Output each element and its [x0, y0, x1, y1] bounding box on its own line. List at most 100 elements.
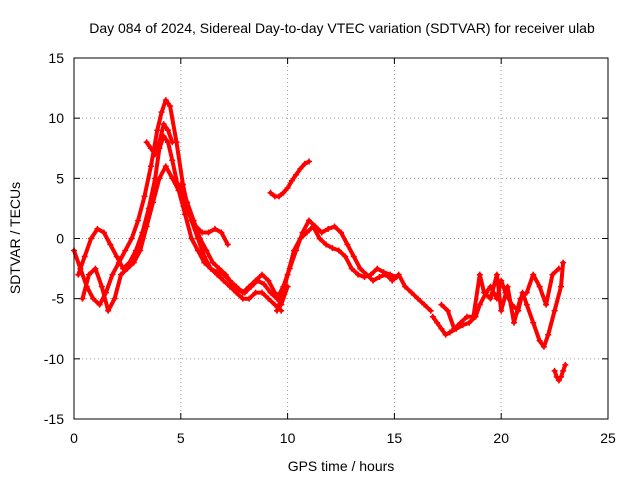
data-point-marker	[342, 253, 349, 260]
data-point-marker	[188, 235, 195, 242]
data-point-marker	[154, 127, 161, 134]
data-point-marker	[128, 235, 135, 242]
data-point-marker	[310, 223, 317, 230]
data-point-marker	[199, 229, 206, 236]
x-tick-label: 5	[177, 430, 185, 446]
data-point-marker	[523, 301, 530, 308]
data-point-marker	[470, 313, 477, 320]
data-point-marker	[246, 295, 253, 302]
x-tick-label: 10	[280, 430, 296, 446]
data-point-marker	[88, 235, 95, 242]
data-point-marker	[122, 247, 129, 254]
data-point-marker	[555, 377, 562, 384]
data-point-marker	[158, 109, 165, 116]
data-point-marker	[323, 241, 330, 248]
data-point-marker	[291, 247, 298, 254]
data-point-marker	[517, 295, 524, 302]
data-point-marker	[344, 241, 351, 248]
data-point-marker	[109, 271, 116, 278]
data-point-marker	[523, 289, 530, 296]
data-point-marker	[224, 241, 231, 248]
data-point-marker	[284, 184, 291, 191]
data-point-marker	[414, 295, 421, 302]
series-layer	[71, 97, 569, 384]
grid	[74, 58, 608, 419]
data-point-marker	[438, 325, 445, 332]
data-point-marker	[94, 225, 101, 232]
data-point-marker	[222, 271, 229, 278]
data-point-marker	[152, 151, 159, 158]
data-point-marker	[348, 265, 355, 272]
series-trace-line	[274, 224, 399, 313]
data-point-marker	[143, 223, 150, 230]
data-point-marker	[451, 325, 458, 332]
data-point-marker	[205, 229, 212, 236]
series-trace-line	[439, 266, 561, 331]
data-point-marker	[560, 259, 567, 266]
data-point-marker	[476, 271, 483, 278]
data-point-marker	[271, 301, 278, 308]
data-point-marker	[329, 245, 336, 252]
data-point-marker	[197, 235, 204, 242]
data-point-marker	[280, 189, 287, 196]
data-point-marker	[111, 295, 118, 302]
series-trace-d	[143, 121, 176, 158]
data-point-marker	[464, 313, 471, 320]
data-point-marker	[387, 271, 394, 278]
data-point-marker	[444, 307, 451, 314]
data-point-marker	[81, 253, 88, 260]
data-point-marker	[530, 271, 537, 278]
data-point-marker	[511, 319, 518, 326]
data-point-marker	[545, 331, 552, 338]
data-point-marker	[143, 139, 150, 146]
data-point-marker	[284, 271, 291, 278]
x-tick-label: 0	[70, 430, 78, 446]
chart-title: Day 084 of 2024, Sidereal Day-to-day VTE…	[89, 20, 595, 36]
data-point-marker	[267, 289, 274, 296]
series-trace-j	[551, 361, 569, 384]
data-point-marker	[551, 307, 558, 314]
data-point-marker	[98, 283, 105, 290]
data-point-marker	[316, 235, 323, 242]
data-point-marker	[167, 103, 174, 110]
data-point-marker	[141, 193, 148, 200]
data-point-marker	[147, 145, 154, 152]
data-point-marker	[402, 283, 409, 290]
ticks: 0 5 10 15 20 25 -15 -10 -5 0 5 10 15	[44, 50, 616, 446]
data-point-marker	[175, 187, 182, 194]
x-tick-label: 15	[387, 430, 403, 446]
data-point-marker	[350, 253, 357, 260]
data-point-marker	[214, 271, 221, 278]
data-point-marker	[540, 343, 547, 350]
data-point-marker	[265, 277, 272, 284]
data-point-marker	[536, 283, 543, 290]
data-point-marker	[258, 289, 265, 296]
data-point-marker	[276, 193, 283, 200]
data-point-marker	[107, 241, 114, 248]
data-point-marker	[551, 367, 558, 374]
series-trace-g	[267, 158, 312, 200]
data-point-marker	[370, 277, 377, 284]
data-point-marker	[261, 281, 268, 288]
data-point-marker	[297, 235, 304, 242]
data-point-marker	[79, 295, 86, 302]
data-point-marker	[498, 307, 505, 314]
data-point-marker	[156, 139, 163, 146]
data-point-marker	[190, 217, 197, 224]
y-tick-label: -10	[44, 351, 64, 367]
data-point-marker	[164, 127, 171, 134]
data-point-marker	[558, 373, 565, 380]
data-point-marker	[429, 313, 436, 320]
data-point-marker	[393, 274, 400, 281]
data-point-marker	[280, 289, 287, 296]
data-point-marker	[549, 271, 556, 278]
data-point-marker	[150, 199, 157, 206]
data-point-marker	[252, 289, 259, 296]
series-trace-f	[273, 223, 400, 314]
data-point-marker	[169, 157, 176, 164]
data-point-marker	[536, 337, 543, 344]
data-point-marker	[267, 189, 274, 196]
data-point-marker	[235, 286, 242, 293]
data-point-marker	[92, 265, 99, 272]
data-point-marker	[100, 229, 107, 236]
